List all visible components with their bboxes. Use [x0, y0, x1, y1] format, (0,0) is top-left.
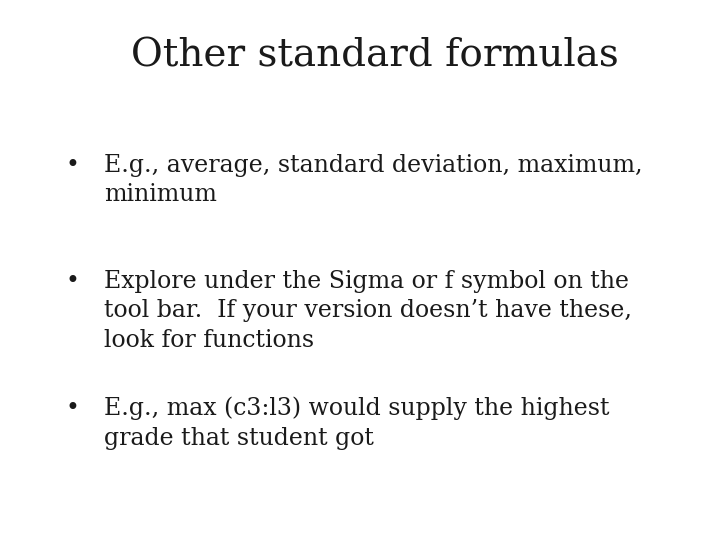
Text: •: • — [65, 270, 79, 293]
Text: Other standard formulas: Other standard formulas — [130, 38, 618, 75]
Text: •: • — [65, 154, 79, 177]
Text: •: • — [65, 397, 79, 420]
Text: E.g., average, standard deviation, maximum,
minimum: E.g., average, standard deviation, maxim… — [104, 154, 643, 206]
Text: Explore under the Sigma or f symbol on the
tool bar.  If your version doesn’t ha: Explore under the Sigma or f symbol on t… — [104, 270, 632, 352]
Text: E.g., max (c3:l3) would supply the highest
grade that student got: E.g., max (c3:l3) would supply the highe… — [104, 397, 610, 450]
